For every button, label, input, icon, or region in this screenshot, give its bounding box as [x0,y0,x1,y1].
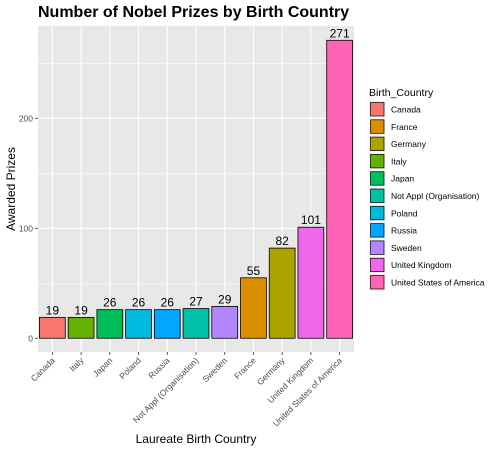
bar-united-states-of-america [326,39,353,339]
y-tick-label: 100 [19,223,33,233]
x-tick-label: Poland [117,355,143,381]
bar-united-kingdom [297,226,325,339]
x-tick-label: Canada [29,355,57,383]
legend-swatch [370,102,385,117]
legend-swatch [370,205,385,221]
data-label: 271 [330,26,350,40]
y-tick-label: 200 [19,113,33,123]
legend-label: Italy [391,156,407,166]
bar-france [240,277,267,339]
data-labels: 19 19 26 26 26 27 29 55 82 101 271 [46,26,350,317]
legend-label: Poland [391,208,418,218]
data-label: 26 [103,296,117,310]
x-axis-title: Laureate Birth Country [136,432,257,446]
data-label: 82 [276,234,290,248]
legend-swatch [370,240,385,255]
x-tick-label: Italy [67,355,86,374]
legend-swatch [370,119,385,134]
legend-label: United States of America [391,278,485,288]
x-tick-label: Russia [146,355,172,381]
legend-label: Not Appl (Organisation) [391,191,480,201]
legend-swatch [370,188,385,203]
legend-label: Japan [391,174,414,184]
x-tick-label: France [232,355,258,381]
bar-poland [125,309,152,339]
bar-italy [67,316,95,339]
chart-title: Number of Nobel Prizes by Birth Country [38,4,349,21]
bar-japan [96,309,124,339]
y-axis-title: Awarded Prizes [4,147,18,231]
legend-entries: Canada France Germany Italy Japan Not Appl (O… [369,101,485,291]
legend-label: United Kingdom [391,260,451,270]
bar-not-appl-organisation- [182,308,210,339]
grid-lines [38,26,354,352]
data-label: 101 [301,213,321,227]
y-axis: 0 100 200 [19,113,38,343]
y-tick-label: 0 [28,333,33,343]
bar-sweden [211,305,239,339]
legend-swatch [370,223,385,238]
legend-swatch [370,136,385,151]
legend-label: Germany [391,139,427,149]
data-label: 29 [218,292,232,306]
legend-label: Sweden [391,243,422,253]
data-label: 26 [161,296,175,310]
data-label: 26 [132,296,146,310]
legend-label: Canada [391,105,421,115]
bar-russia [153,309,181,339]
bar-canada [39,316,66,339]
legend-swatch [370,154,385,169]
x-tick-label: Sweden [200,355,229,384]
data-label: 19 [46,303,60,317]
legend: Birth_Country Canada France Germany Italy Ja… [369,87,485,291]
data-label: 55 [247,264,261,278]
legend-swatch [370,275,385,290]
legend-label: France [391,122,418,132]
data-label: 19 [74,303,88,317]
x-tick-label: Japan [91,355,115,379]
data-label: 27 [189,295,203,309]
legend-title: Birth_Country [369,87,434,99]
legend-swatch [370,171,385,186]
legend-swatch [370,257,385,273]
legend-label: Russia [391,226,417,236]
bars [39,39,353,339]
bar-germany [268,247,296,339]
